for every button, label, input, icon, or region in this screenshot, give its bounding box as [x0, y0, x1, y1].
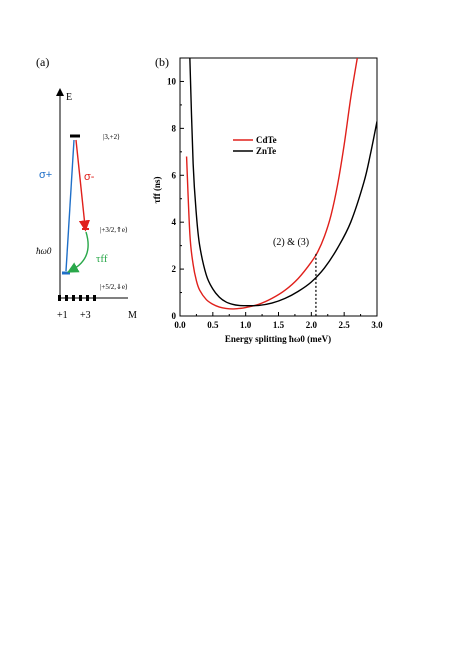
m-tick — [65, 295, 68, 301]
energy-axis-label: E — [66, 92, 72, 103]
panel-a-label: (a) — [36, 55, 49, 69]
m-tick-label-plus1: +1 — [57, 310, 68, 321]
y-tick-label: 2 — [172, 264, 177, 274]
y-axis-label: τff (ns) — [152, 177, 162, 204]
tau-ff-arrow — [67, 231, 89, 273]
x-tick-label: 3.0 — [371, 320, 383, 330]
tau-ff-label: τff — [96, 253, 108, 265]
legend-label-znte: ZnTe — [256, 146, 276, 156]
panel-a-diagram: (a) E M +1 +3 σ+ σ- ħω0 τff |3,+2⟩ — [36, 55, 137, 321]
x-tick-label: 0.5 — [207, 320, 219, 330]
x-tick-label: 2.0 — [306, 320, 318, 330]
x-tick-label: 1.5 — [273, 320, 285, 330]
state-top-label: |3,+2⟩ — [103, 133, 120, 141]
chart-axes: 0.0 0.5 1.0 1.5 2.0 2.5 3.0 0 2 4 6 8 10 — [167, 76, 383, 330]
m-tick — [58, 295, 61, 301]
state-mid-label: |+3/2,⇑e⟩ — [100, 226, 128, 234]
sigma-minus-arrow — [75, 139, 90, 232]
annotation-2-and-3: (2) & (3) — [273, 237, 309, 248]
sigma-plus-label: σ+ — [39, 169, 52, 181]
x-axis-label: Energy splitting ħω0 (meV) — [225, 334, 331, 344]
y-tick-label: 10 — [167, 76, 177, 86]
m-tick — [72, 295, 75, 301]
series-line-znte — [189, 58, 377, 307]
y-tick-label: 8 — [172, 123, 177, 133]
plot-frame — [179, 57, 378, 317]
lifetime-chart: 0.0 0.5 1.0 1.5 2.0 2.5 3.0 0 2 4 6 8 10 (2) & (3) C… — [152, 57, 383, 344]
x-tick-label: 2.5 — [339, 320, 351, 330]
legend: CdTe ZnTe — [233, 135, 277, 156]
x-tick-label: 0.0 — [174, 320, 186, 330]
m-axis-ticks — [58, 295, 96, 301]
legend-label-cdte: CdTe — [256, 135, 277, 145]
y-tick-label: 4 — [172, 217, 177, 227]
m-tick-label-plus3: +3 — [80, 310, 91, 321]
x-tick-label: 1.0 — [240, 320, 252, 330]
m-axis-label: M — [128, 310, 137, 321]
sigma-plus-arrow — [65, 139, 75, 272]
series-line-cdte — [185, 58, 358, 310]
hbar-omega-label: ħω0 — [36, 246, 52, 256]
m-tick — [86, 295, 89, 301]
state-bot-label: |+5/2,⇓e⟩ — [100, 283, 128, 291]
chart-series — [185, 58, 377, 310]
m-tick — [79, 295, 82, 301]
panel-b-label: (b) — [155, 55, 169, 69]
m-tick — [93, 295, 96, 301]
y-tick-label: 6 — [172, 170, 177, 180]
y-tick-label: 0 — [172, 311, 177, 321]
sigma-minus-label: σ- — [84, 171, 95, 183]
